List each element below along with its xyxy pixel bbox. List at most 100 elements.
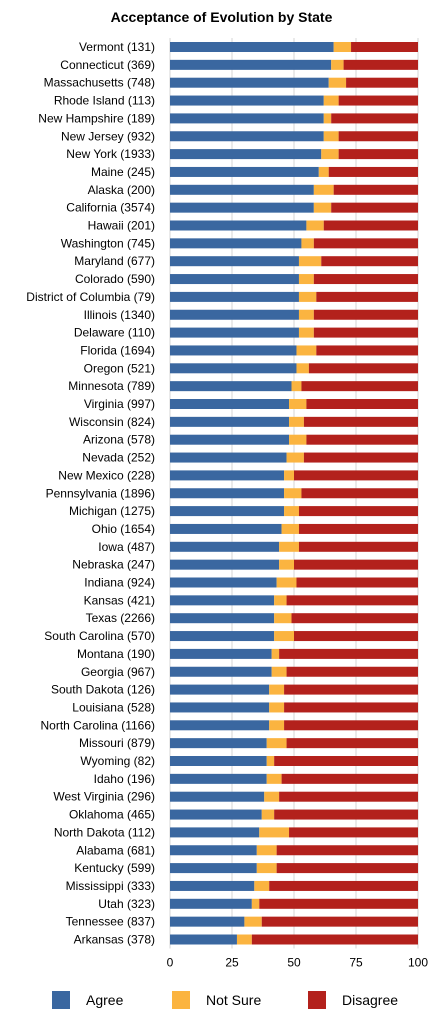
bar-segment-agree (170, 131, 324, 142)
category-label: Alaska (200) (88, 183, 155, 197)
bar-segment-agree (170, 488, 285, 499)
bar-segment-disagree (284, 684, 418, 695)
bar-segment-not-sure (276, 577, 297, 588)
bar-segment-not-sure (269, 720, 285, 731)
category-label: North Dakota (112) (54, 825, 155, 839)
bar-segment-not-sure (256, 863, 277, 874)
bar-segment-disagree (333, 184, 418, 195)
bar-segment-disagree (298, 506, 418, 517)
bar-segment-disagree (279, 648, 418, 659)
category-label: Louisiana (528) (72, 700, 155, 714)
bar-segment-not-sure (256, 845, 277, 856)
bar-segment-not-sure (269, 684, 285, 695)
bar-segment-disagree (284, 720, 418, 731)
x-tick-label: 100 (408, 956, 428, 970)
category-label: Hawaii (201) (88, 219, 155, 233)
bar-segment-disagree (308, 363, 418, 374)
category-label: Wyoming (82) (80, 754, 155, 768)
bar-segment-disagree (298, 523, 418, 534)
bar-segment-agree (170, 559, 280, 570)
category-label: Oregon (521) (84, 361, 155, 375)
category-label: Delaware (110) (74, 326, 155, 340)
bar-segment-disagree (259, 898, 418, 909)
bar-segment-agree (170, 238, 302, 249)
bar-segment-not-sure (281, 523, 299, 534)
stacked-bar-chart: Vermont (131) Connecticut (369) Massachuse… (26, 38, 428, 970)
bar-segment-not-sure (291, 381, 302, 392)
bar-segment-agree (170, 59, 332, 70)
bar-segment-not-sure (271, 648, 280, 659)
bar-segment-not-sure (313, 184, 334, 195)
category-label: Virginia (997) (84, 397, 155, 411)
bar-segment-disagree (346, 77, 418, 88)
bar-segment-agree (170, 345, 297, 356)
bar-segment-agree (170, 791, 265, 802)
bar-segment-agree (170, 523, 282, 534)
bar-segment-agree (170, 916, 245, 927)
bar-segment-disagree (298, 541, 418, 552)
bar-segment-disagree (323, 220, 418, 231)
category-label: New York (1933) (66, 147, 155, 161)
legend-swatch-agree (52, 991, 70, 1009)
category-label: Nevada (252) (82, 451, 155, 465)
category-label: Connecticut (369) (60, 58, 155, 72)
bar-segment-not-sure (269, 702, 285, 713)
bar-segment-disagree (291, 613, 418, 624)
bar-segment-disagree (286, 738, 418, 749)
bar-segment-agree (170, 648, 272, 659)
category-label: Kansas (421) (84, 593, 155, 607)
bar-segment-agree (170, 934, 237, 945)
bar-segment-not-sure (279, 541, 299, 552)
bar-segment-agree (170, 541, 280, 552)
bar-segment-disagree (331, 202, 418, 213)
x-tick-label: 75 (349, 956, 363, 970)
bar-segment-disagree (313, 238, 418, 249)
legend-item-not-sure: Not Sure (172, 988, 261, 1012)
category-label: Vermont (131) (79, 40, 155, 54)
bar-segment-not-sure (313, 202, 332, 213)
bar-segment-agree (170, 756, 267, 766)
category-label: Ohio (1654) (92, 522, 155, 536)
x-tick-label: 0 (167, 956, 174, 970)
category-label: New Hampshire (189) (38, 111, 155, 125)
bar-segment-disagree (338, 95, 418, 106)
bar-segment-agree (170, 220, 307, 231)
category-label: California (3574) (66, 201, 155, 215)
bar-segment-agree (170, 381, 292, 392)
bar-segment-disagree (284, 702, 418, 713)
bar-segment-not-sure (331, 59, 344, 70)
category-label: Michigan (1275) (69, 504, 155, 518)
bar-segment-not-sure (274, 613, 292, 624)
category-label: New Jersey (932) (61, 129, 155, 143)
bar-segment-agree (170, 738, 267, 749)
category-label: Nebraska (247) (72, 558, 155, 572)
category-label: Missouri (879) (79, 736, 155, 750)
bar-segment-not-sure (298, 274, 314, 285)
bar-segment-not-sure (321, 149, 339, 160)
bar-segment-disagree (279, 791, 418, 802)
bar-segment-not-sure (323, 113, 332, 124)
bar-segment-disagree (328, 166, 418, 177)
category-label: Maryland (677) (74, 254, 155, 268)
bar-segment-disagree (306, 434, 418, 445)
bar-segment-disagree (331, 113, 418, 124)
category-label: Pennsylvania (1896) (46, 486, 155, 500)
bar-segment-not-sure (261, 809, 275, 820)
bar-segment-agree (170, 202, 314, 213)
bar-segment-agree (170, 470, 285, 481)
bar-segment-agree (170, 416, 290, 427)
bar-segment-agree (170, 827, 260, 838)
category-label: Minnesota (789) (68, 379, 155, 393)
bar-segment-not-sure (333, 42, 352, 52)
x-tick-label: 50 (287, 956, 301, 970)
bar-segment-not-sure (328, 77, 347, 88)
bar-segment-disagree (343, 59, 418, 70)
bar-segment-agree (170, 95, 324, 106)
bar-segment-agree (170, 898, 252, 909)
bar-segment-not-sure (289, 399, 307, 409)
category-label: Arizona (578) (83, 433, 155, 447)
bar-segment-disagree (338, 149, 418, 160)
bar-segment-disagree (303, 416, 418, 427)
bar-segment-not-sure (306, 220, 324, 231)
bar-segment-agree (170, 434, 290, 445)
